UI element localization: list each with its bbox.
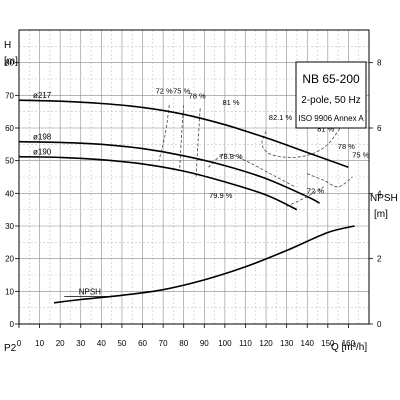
head-curve bbox=[18, 140, 320, 204]
npsh-curve-group: NPSH bbox=[53, 225, 355, 304]
right-axis-unit: [m] bbox=[374, 209, 388, 220]
efficiency-label: 75 % bbox=[352, 150, 369, 159]
x-tick-label: 150 bbox=[321, 339, 335, 348]
y-tick-label: 50 bbox=[5, 157, 14, 166]
p2-label: P2 bbox=[4, 343, 17, 354]
x-tick-label: 60 bbox=[138, 339, 147, 348]
x-tick-label: 90 bbox=[200, 339, 209, 348]
x-axis-label: Q [m³/h] bbox=[331, 342, 367, 353]
y-tick-label: 80 bbox=[5, 59, 14, 68]
right-tick-label: 4 bbox=[377, 189, 382, 198]
curve-label: ø217 bbox=[33, 91, 52, 100]
x-tick-label: 100 bbox=[218, 339, 232, 348]
info-box: NB 65-200 2-pole, 50 Hz ISO 9906 Annex A bbox=[295, 61, 367, 129]
curve-label: ø190 bbox=[33, 148, 52, 157]
iso-efficiency-line bbox=[195, 108, 201, 178]
efficiency-label: 78 % bbox=[338, 142, 355, 151]
efficiency-label: 81 % bbox=[317, 124, 334, 133]
x-tick-label: 80 bbox=[179, 339, 188, 348]
iso-efficiency-line bbox=[179, 105, 185, 171]
x-tick-label: 20 bbox=[56, 339, 65, 348]
head-curve bbox=[18, 155, 298, 211]
plot-frame bbox=[18, 29, 370, 325]
x-tick-label: 0 bbox=[17, 339, 22, 348]
tick-labels: 0 10 20 30 40 50 60 70 80 90 100 110 120 130 140 150 160… bbox=[5, 59, 382, 348]
curve-labels: ø217 ø198 ø190 bbox=[19, 91, 52, 158]
y-tick-label: 0 bbox=[10, 320, 15, 329]
efficiency-label: 72 % bbox=[156, 87, 173, 96]
y-axis-unit: [m] bbox=[4, 56, 18, 67]
right-tick-label: 0 bbox=[377, 320, 382, 329]
efficiency-label: 82.1 % bbox=[269, 113, 293, 122]
right-tick-label: 8 bbox=[377, 59, 382, 68]
y-tick-label: 40 bbox=[5, 189, 14, 198]
x-tick-label: 50 bbox=[117, 339, 126, 348]
right-tick-label: 2 bbox=[377, 255, 382, 264]
y-tick-label: 70 bbox=[5, 91, 14, 100]
pole-frequency: 2-pole, 50 Hz bbox=[301, 95, 360, 106]
x-tick-label: 130 bbox=[280, 339, 294, 348]
x-tick-label: 40 bbox=[97, 339, 106, 348]
iso-efficiency-line bbox=[208, 153, 296, 188]
efficiency-label: 78 % bbox=[189, 92, 206, 101]
iso-efficiency-line bbox=[307, 173, 353, 188]
x-tick-label: 110 bbox=[239, 339, 252, 348]
x-tick-label: 30 bbox=[76, 339, 85, 348]
x-tick-label: 120 bbox=[259, 339, 273, 348]
right-tick-label: 6 bbox=[377, 124, 382, 133]
y-tick-label: 10 bbox=[5, 287, 14, 296]
y-tick-label: 30 bbox=[5, 222, 14, 231]
x-tick-label: 160 bbox=[342, 339, 356, 348]
head-curves bbox=[18, 99, 349, 211]
iso-standard: ISO 9906 Annex A bbox=[298, 114, 364, 123]
x-tick-label: 10 bbox=[35, 339, 44, 348]
npsh-label: NPSH bbox=[79, 288, 101, 297]
y-tick-label: 60 bbox=[5, 124, 14, 133]
efficiency-label: 78.8 % bbox=[219, 152, 243, 161]
efficiency-label: 72 % bbox=[307, 186, 324, 195]
y-tick-label: 20 bbox=[5, 255, 14, 264]
efficiency-label: 79.9 % bbox=[209, 191, 233, 200]
efficiency-labels: 72 % 75 %78 %81 %82.1 %81 %78 %75 %78.8 %… bbox=[156, 87, 370, 201]
y-axis-label: H bbox=[4, 40, 11, 51]
x-tick-label: 140 bbox=[301, 339, 315, 348]
info-box-frame bbox=[295, 61, 367, 129]
x-tick-label: 70 bbox=[159, 339, 168, 348]
head-curve bbox=[18, 99, 349, 168]
npsh-curve bbox=[53, 225, 355, 304]
model-name: NB 65-200 bbox=[302, 72, 360, 86]
efficiency-label: 75 % bbox=[173, 87, 190, 96]
efficiency-label: 81 % bbox=[223, 98, 240, 107]
right-axis-label: NPSH bbox=[370, 193, 398, 204]
curve-label: ø198 bbox=[33, 133, 52, 142]
